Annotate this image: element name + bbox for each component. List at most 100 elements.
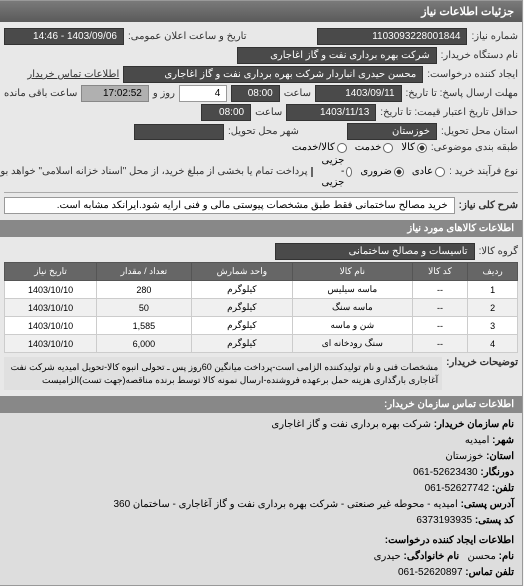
table-cell: 1403/10/10: [6, 281, 98, 299]
buyer-org-label: نام دستگاه خریدار:: [442, 50, 519, 61]
info-section: شماره نیاز: 1103093228001844 تاریخ و ساع…: [1, 22, 523, 220]
notes-field: مشخصات فنی و نام تولیدکننده الزامی است-پ…: [5, 357, 443, 390]
table-cell: کیلوگرم: [192, 317, 293, 335]
table-cell: 6,000: [98, 335, 193, 353]
c-org: شرکت بهره برداری نفت و گاز اغاجاری: [272, 419, 432, 430]
radio-icon: [395, 167, 405, 177]
pkg-radio-1[interactable]: کالا: [402, 142, 428, 153]
table-cell: 1: [469, 281, 519, 299]
payment-checkbox[interactable]: [312, 167, 314, 177]
creator-label: ایجاد کننده درخواست:: [428, 69, 519, 80]
notes-label: توضیحات خریدار:: [447, 357, 519, 368]
table-cell: 2: [469, 299, 519, 317]
proc-radio-1[interactable]: عادی: [413, 166, 446, 177]
validity-time-field: 08:00: [202, 104, 252, 121]
need-desc-field: خرید مصالح ساختمانی فقط طبق مشخصات پیوست…: [5, 197, 456, 214]
pkg-radio-2[interactable]: خدمت: [356, 142, 395, 153]
group-label: گروه کالا:: [480, 246, 519, 257]
table-cell: ماسه سیلیس: [294, 281, 414, 299]
table-cell: 3: [469, 317, 519, 335]
c-phone: 52623430-061: [414, 467, 479, 478]
items-header: اطلاعات کالاهای مورد نیاز: [1, 220, 523, 237]
table-cell: 1403/10/10: [6, 299, 98, 317]
divider: [5, 192, 519, 193]
announce-label: تاریخ و ساعت اعلان عمومی:: [129, 31, 248, 42]
c-family: حیدری: [375, 551, 402, 562]
table-cell: سنگ رودخانه ای: [294, 335, 414, 353]
remaining-field: 17:02:52: [82, 85, 149, 102]
c-family-label: نام خانوادگی:: [405, 551, 461, 562]
c-tel: 52627742-061: [426, 483, 491, 494]
contact-header: اطلاعات تماس سازمان خریدار:: [1, 396, 523, 413]
packaging-label: طبقه بندی موضوعی:: [432, 142, 519, 153]
table-cell: --: [413, 299, 469, 317]
deadline-label: مهلت ارسال پاسخ: تا تاریخ:: [407, 88, 519, 99]
group-field: تاسیسات و مصالح ساختمانی: [276, 243, 476, 260]
table-row: 2--ماسه سنگکیلوگرم501403/10/10: [6, 299, 519, 317]
deadline-date-field: 1403/09/11: [316, 85, 403, 102]
delivery-city-field: [135, 124, 225, 140]
table-row: 3--شن و ماسهکیلوگرم1,5851403/10/10: [6, 317, 519, 335]
radio-icon: [418, 143, 428, 153]
panel-title: جزئیات اطلاعات نیاز: [422, 6, 515, 18]
c-address-label: آدرس پستی:: [462, 499, 515, 510]
packaging-radio-group: کالا خدمت کالا/خدمت: [293, 142, 428, 153]
proc-radio-2[interactable]: ضروری: [361, 166, 405, 177]
table-cell: 1403/10/10: [6, 317, 98, 335]
col-code: کد کالا: [413, 263, 469, 281]
c-city: امیدیه: [466, 435, 491, 446]
time-label-2: ساعت: [256, 107, 283, 118]
contact-section: نام سازمان خریدار: شرکت بهره برداری نفت …: [1, 413, 523, 585]
c-contact-tel: 52620897-061: [399, 567, 464, 578]
table-row: 1--ماسه سیلیسکیلوگرم2801403/10/10: [6, 281, 519, 299]
creator-field: محسن حیدری انباردار شرکت بهره برداری نفت…: [124, 66, 424, 83]
pkg-radio-3[interactable]: کالا/خدمت: [293, 142, 348, 153]
radio-icon: [338, 143, 348, 153]
announce-field: 1403/09/06 - 14:46: [5, 28, 125, 45]
table-cell: 50: [98, 299, 193, 317]
panel-header: جزئیات اطلاعات نیاز: [1, 1, 523, 22]
buyer-contact-link[interactable]: اطلاعات تماس خریدار: [28, 69, 120, 80]
col-qty: تعداد / مقدار: [98, 263, 193, 281]
c-name: محسن: [469, 551, 497, 562]
table-cell: 4: [469, 335, 519, 353]
c-city-label: شهر:: [493, 435, 515, 446]
proc-radio-3[interactable]: جزیی - جزیی: [318, 155, 353, 188]
items-section: گروه کالا: تاسیسات و مصالح ساختمانی ردیف…: [1, 237, 523, 396]
delivery-province-field: خوزستان: [348, 123, 438, 140]
items-table: ردیف کد کالا نام کالا واحد شمارش تعداد /…: [5, 262, 519, 353]
table-header-row: ردیف کد کالا نام کالا واحد شمارش تعداد /…: [6, 263, 519, 281]
table-cell: 280: [98, 281, 193, 299]
delivery-city-label: شهر محل تحویل:: [229, 126, 300, 137]
col-row: ردیف: [469, 263, 519, 281]
delivery-province-label: استان محل تحویل:: [442, 126, 519, 137]
main-panel: جزئیات اطلاعات نیاز شماره نیاز: 11030932…: [0, 0, 524, 586]
c-phone-label: دورنگار:: [481, 467, 515, 478]
remaining-label: ساعت باقی مانده: [5, 88, 78, 99]
process-label: نوع فرآیند خرید :: [450, 166, 519, 177]
radio-icon: [436, 167, 446, 177]
table-cell: کیلوگرم: [192, 299, 293, 317]
table-cell: کیلوگرم: [192, 281, 293, 299]
table-row: 4--سنگ رودخانه ایکیلوگرم6,0001403/10/10: [6, 335, 519, 353]
table-cell: شن و ماسه: [294, 317, 414, 335]
validity-date-field: 1403/11/13: [287, 104, 377, 121]
table-cell: 1403/10/10: [6, 335, 98, 353]
c-name-label: نام:: [500, 551, 515, 562]
creator-header: اطلاعات ایجاد کننده درخواست:: [9, 533, 515, 549]
c-province-label: استان:: [487, 451, 515, 462]
need-desc-label: شرح کلی نیاز:: [460, 200, 519, 211]
c-postcode: 6373193935: [417, 515, 473, 526]
table-cell: --: [413, 335, 469, 353]
days-field: 4: [180, 85, 228, 102]
c-postcode-label: کد پستی:: [476, 515, 515, 526]
c-contact-tel-label: تلفن تماس:: [466, 567, 515, 578]
c-tel-label: تلفن:: [493, 483, 515, 494]
table-cell: 1,585: [98, 317, 193, 335]
radio-icon: [347, 167, 353, 177]
c-province: خوزستان: [446, 451, 484, 462]
table-cell: ماسه سنگ: [294, 299, 414, 317]
c-org-label: نام سازمان خریدار:: [435, 419, 515, 430]
col-date: تاریخ نیاز: [6, 263, 98, 281]
time-label-1: ساعت: [285, 88, 312, 99]
